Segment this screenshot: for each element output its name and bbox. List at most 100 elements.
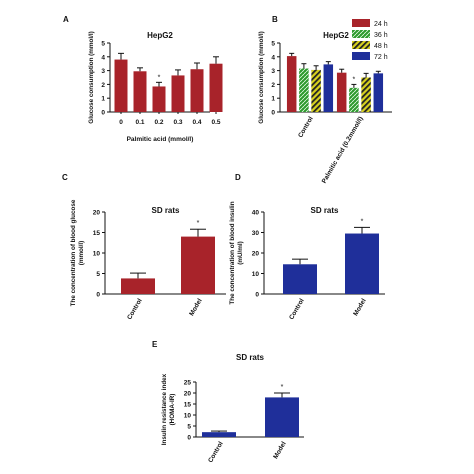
y-tick-label: 20 [252,251,260,258]
bar [190,69,204,112]
bar [152,86,166,112]
x-tick-label: Model [188,297,204,317]
panel-a: A HepG2 0 1 2 3 4 5 Glucose consumption (mmol/l)… [63,15,223,143]
x-tick-label: 0.3 [173,119,182,126]
bar [114,59,128,112]
x-tick-label: Model [272,440,288,460]
y-axis-label-line2: (HOMA-IR) [169,394,176,426]
y-tick-label: 5 [96,271,100,278]
x-tick-label: Control [207,440,225,464]
panel-letter: A [63,15,69,24]
legend: 24 h 36 h 48 h 72 h [352,19,388,61]
y-tick-label: 20 [93,210,101,217]
y-tick-label: 4 [271,54,275,61]
chart-title: HepG2 [323,31,349,40]
panel-e: E SD rats 0 5 10 15 20 25 Insulin resistance ind… [152,340,304,464]
panel-letter: D [235,173,241,182]
y-tick-label: 0 [187,435,191,442]
legend-swatch [352,41,370,49]
bar [265,397,299,437]
bar [181,236,215,294]
y-axis-label: Glucose consumption (mmol/l) [88,31,95,123]
y-tick-label: 10 [252,271,260,278]
legend-label: 24 h [374,21,388,28]
bar [336,72,347,112]
y-tick-label: 10 [93,251,101,258]
significance-mark: * [353,76,356,83]
x-tick-label: Control [126,297,144,321]
x-axis-label: Palmitic acid (mmol/l) [127,136,194,143]
y-tick-label: 5 [271,41,275,48]
x-tick-label: 0.5 [211,119,220,126]
chart-title: SD rats [236,353,265,362]
legend-label: 48 h [374,43,388,50]
legend-swatch [352,30,370,38]
y-axis-label: The concentration of blood glucose [70,199,77,306]
y-tick-label: 15 [93,230,101,237]
bar [202,432,236,437]
panel-d: D SD rats 0 10 20 30 40 The concentration of bl… [229,173,385,321]
chart-title: SD rats [151,206,180,215]
bar [345,233,379,294]
bar [349,87,359,112]
panel-letter: E [152,340,158,349]
y-tick-label: 0 [96,292,100,299]
x-tick-label: Control [297,115,315,139]
y-tick-label: 2 [271,82,275,89]
significance-mark: * [158,74,161,81]
y-tick-label: 10 [184,413,192,420]
y-tick-label: 1 [101,96,105,103]
chart-title: HepG2 [147,31,173,40]
bar [133,71,147,112]
panel-b: B HepG2 0 1 2 3 4 5 Glucose consumption (mmol/l)… [258,15,392,185]
y-tick-label: 30 [252,230,260,237]
y-axis-label: Glucose consumption (mmol/l) [258,31,265,123]
y-tick-label: 25 [184,380,192,387]
y-tick-label: 0 [101,110,105,117]
legend-swatch [352,52,370,60]
panel-c: C SD rats 0 5 10 15 20 The concentration of blo… [62,173,226,321]
x-tick-label: 0.2 [154,119,163,126]
y-tick-label: 15 [184,402,192,409]
legend-label: 72 h [374,54,388,61]
bar [171,75,185,112]
chart-title: SD rats [310,206,339,215]
y-axis-label: The concentration of blood insulin [229,201,236,304]
x-tick-label: Model [352,297,368,317]
y-axis-label-line2: (mmol/l) [78,241,85,266]
y-tick-label: 5 [187,424,191,431]
bar [283,264,317,294]
significance-mark: * [197,220,200,227]
y-tick-label: 0 [271,110,275,117]
y-tick-label: 5 [101,41,105,48]
significance-mark: * [281,384,284,391]
bar [299,68,309,112]
bar [311,69,321,112]
x-tick-label: 0.1 [135,119,144,126]
x-tick-label: Palmitic acid (0.2mmol/l) [321,116,365,185]
y-tick-label: 3 [271,68,275,75]
x-tick-label: 0 [119,119,123,126]
x-tick-label: Control [288,297,306,321]
y-tick-label: 4 [101,54,105,61]
legend-label: 36 h [374,32,388,39]
bar [121,278,155,294]
y-tick-label: 20 [184,391,192,398]
bar [323,64,334,112]
y-tick-label: 1 [271,96,275,103]
significance-mark: * [361,218,364,225]
bar [373,73,384,112]
panel-letter: C [62,173,68,182]
bar [361,77,371,112]
y-tick-label: 40 [252,210,260,217]
legend-swatch [352,19,370,27]
panel-letter: B [272,15,278,24]
y-tick-label: 0 [255,292,259,299]
y-axis-label: Insulin resistance index [161,373,168,445]
bar [209,63,223,112]
y-tick-label: 2 [101,82,105,89]
x-tick-label: 0.4 [192,119,201,126]
y-tick-label: 3 [101,68,105,75]
bar [286,56,297,112]
